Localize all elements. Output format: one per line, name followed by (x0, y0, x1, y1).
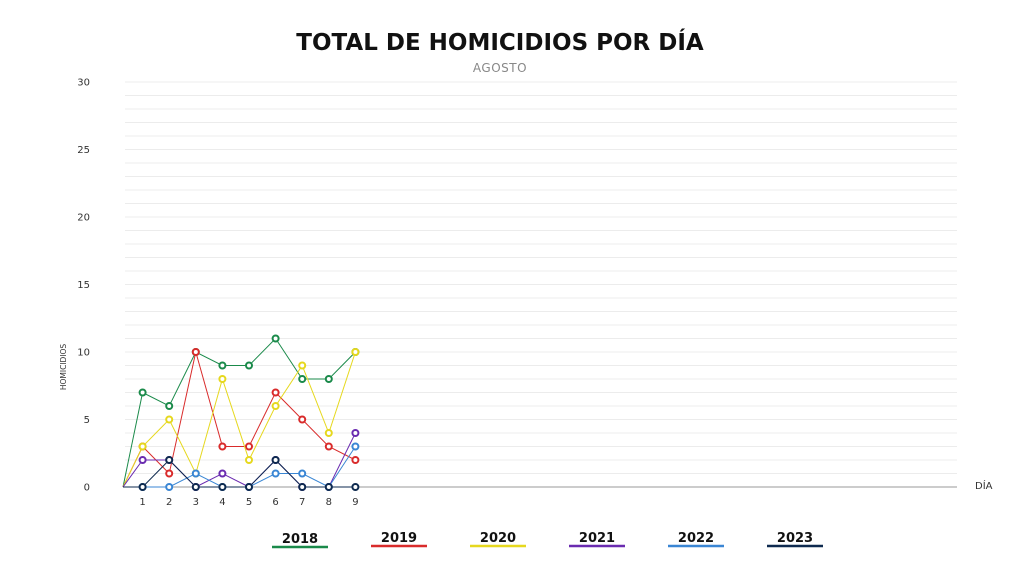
series-2020 (122, 348, 360, 488)
data-point (245, 442, 253, 451)
data-point (138, 483, 147, 491)
data-point (191, 469, 200, 478)
data-point (218, 483, 227, 491)
data-point (218, 442, 227, 451)
data-point (351, 442, 360, 451)
series-line (122, 351, 356, 488)
data-point (218, 469, 227, 478)
data-point (218, 375, 227, 383)
data-point (138, 456, 147, 464)
data-point (298, 469, 307, 478)
y-tick-label: 30 (77, 78, 90, 89)
y-tick-label: 0 (84, 483, 90, 494)
series-line (123, 459, 356, 488)
legend-label: 2018 (282, 532, 318, 547)
series-group (122, 334, 360, 491)
y-axis-label: HOMICIDIOS (59, 344, 68, 391)
data-point (324, 375, 333, 383)
legend-label: 2021 (579, 531, 615, 546)
data-point (191, 483, 200, 491)
x-tick-label: 7 (299, 497, 305, 508)
legend-label: 2020 (480, 531, 516, 546)
x-tick-label: 4 (219, 497, 225, 508)
data-point (271, 469, 280, 478)
data-point (138, 388, 147, 397)
legend-item-2019: 2019 (371, 531, 427, 548)
data-point (351, 348, 360, 356)
data-point (245, 456, 253, 464)
data-point (298, 375, 307, 383)
data-point (271, 456, 280, 464)
chart-title: TOTAL DE HOMICIDIOS POR DÍA (296, 28, 704, 56)
data-point (138, 442, 147, 451)
chart-subtitle: AGOSTO (473, 61, 527, 75)
legend-label: 2019 (381, 531, 417, 546)
data-point (351, 456, 360, 464)
legend-item-2018: 2018 (272, 532, 328, 549)
data-point (298, 415, 307, 424)
data-point (245, 361, 253, 370)
x-tick-label: 8 (326, 497, 332, 508)
legend: 2018 2019 2020 2021 2022 2023 (272, 531, 823, 549)
series-line (123, 446, 356, 488)
y-tick-label: 5 (84, 415, 90, 426)
data-point (351, 429, 360, 437)
legend-item-2020: 2020 (470, 531, 526, 548)
data-point (218, 361, 227, 370)
legend-item-2021: 2021 (569, 531, 625, 548)
data-point (298, 483, 307, 491)
x-axis-ticks: 1 2 3 4 5 6 7 8 9 (139, 497, 358, 508)
y-tick-label: 25 (77, 145, 90, 156)
series-2023 (123, 456, 360, 491)
data-point (165, 402, 174, 410)
data-point (324, 429, 333, 437)
data-point (165, 456, 174, 464)
x-tick-label: 5 (246, 497, 252, 508)
x-tick-label: 3 (193, 497, 199, 508)
x-tick-label: 1 (139, 497, 145, 508)
data-point (324, 483, 333, 491)
series-line (122, 337, 356, 488)
x-tick-label: 9 (352, 497, 358, 508)
legend-item-2022: 2022 (668, 531, 724, 548)
legend-label: 2023 (777, 531, 813, 546)
data-point (351, 483, 360, 491)
data-point (271, 334, 280, 343)
series-2018 (122, 334, 360, 488)
data-point (271, 388, 280, 397)
data-point (165, 415, 174, 424)
gridlines (125, 81, 957, 488)
x-axis-label: DÍA (975, 479, 993, 492)
data-point (298, 361, 307, 370)
data-point (165, 483, 174, 491)
data-point (245, 483, 253, 491)
x-tick-label: 6 (272, 497, 278, 508)
y-tick-label: 20 (77, 213, 90, 224)
legend-item-2023: 2023 (767, 531, 823, 548)
y-axis-ticks: 0 5 10 15 20 25 30 (77, 78, 90, 494)
data-point (271, 402, 280, 410)
data-point (191, 348, 200, 356)
data-point (165, 469, 174, 478)
legend-label: 2022 (678, 531, 714, 546)
y-tick-label: 15 (77, 280, 90, 291)
data-point (324, 442, 333, 451)
y-tick-label: 10 (77, 348, 90, 359)
x-tick-label: 2 (166, 497, 172, 508)
